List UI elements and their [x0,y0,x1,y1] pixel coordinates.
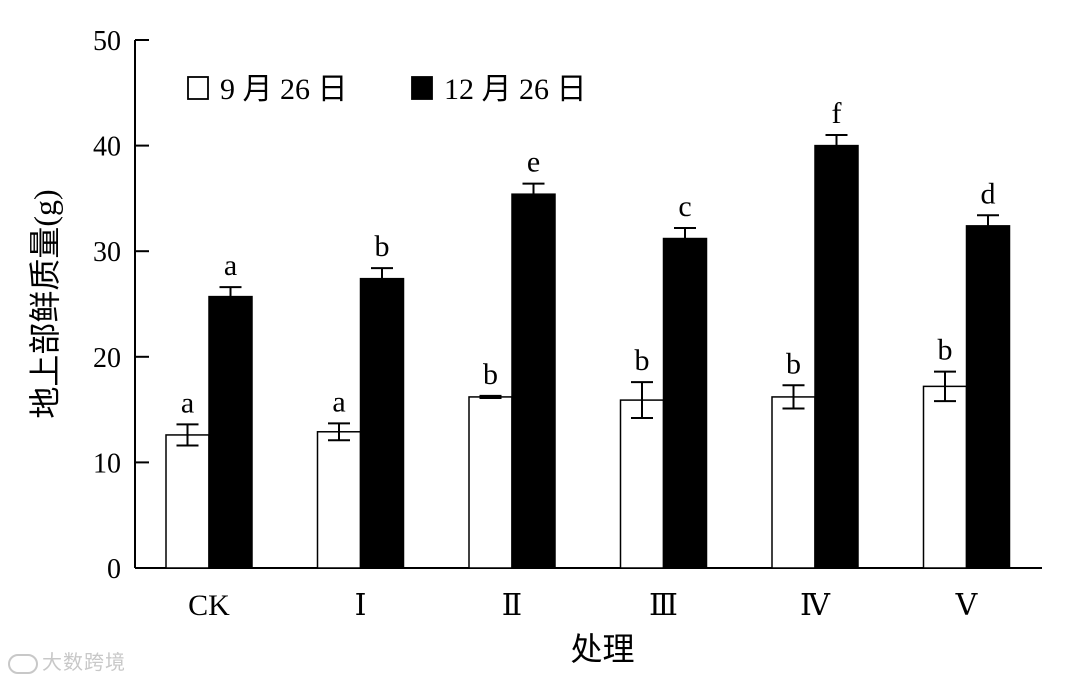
y-axis-title: 地上部鲜质量(g) [27,189,63,418]
legend-label-sep26: 9 月 26 日 [220,73,348,106]
significance-letter: e [527,146,540,179]
y-tick-label: 0 [107,554,121,585]
bars-group [165,134,1011,569]
bar-sep26 [468,396,513,569]
y-tick-label: 50 [93,26,121,57]
bar-dec26 [208,295,253,569]
bar-dec26 [511,193,556,569]
y-tick-label: 20 [93,343,121,374]
bar-sep26 [619,399,665,569]
bar-dec26 [965,225,1011,569]
significance-letter: a [224,249,237,282]
bar-sep26 [165,434,210,569]
x-tick-label: Ⅳ [800,589,831,622]
significance-letter: a [181,386,194,419]
significance-letter: b [786,347,801,380]
x-axis-title: 处理 [570,631,634,667]
axes: 0 10 20 30 40 50 [93,26,1042,585]
x-tick-label: Ⅱ [502,589,522,622]
y-tick-label: 10 [93,448,121,479]
x-tick-label: Ⅲ [649,589,678,622]
x-tick-label: Ⅴ [955,589,979,622]
x-tick-label: CK [188,589,230,622]
bar-sep26 [771,396,816,569]
y-tick-label: 30 [93,237,121,268]
y-tick-label: 40 [93,132,121,163]
x-tick-label: Ⅰ [355,589,367,622]
significance-letter: d [981,177,996,210]
bar-dec26 [359,277,405,569]
watermark: 大数跨境 [8,646,126,675]
significance-letter: b [375,230,390,263]
significance-letter: f [832,97,842,130]
legend: 9 月 26 日 12 月 26 日 [187,73,587,106]
watermark-logo-icon [8,653,38,674]
significance-letter: b [635,344,650,377]
bar-sep26 [316,431,362,569]
significance-letter: a [332,385,345,418]
watermark-text: 大数跨境 [42,650,126,674]
legend-swatch-sep26 [187,76,209,100]
bar-dec26 [662,237,708,569]
significance-letter: b [938,334,953,367]
bar-dec26 [814,144,859,569]
legend-label-dec26: 12 月 26 日 [444,73,587,106]
legend-swatch-dec26 [411,76,433,100]
significance-letter: b [483,358,498,391]
significance-letter: c [678,190,691,223]
bar-sep26 [922,385,968,569]
